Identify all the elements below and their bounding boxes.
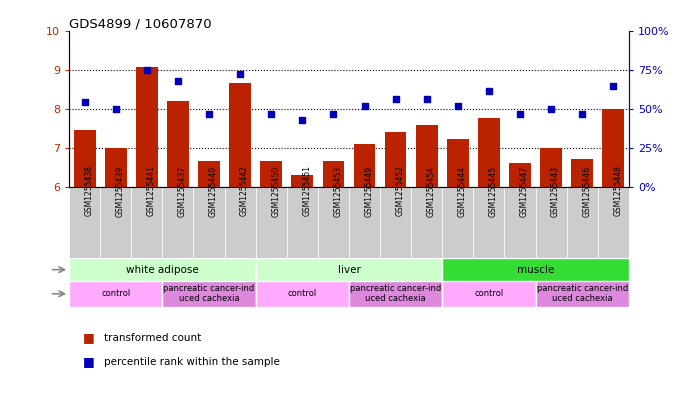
Bar [536,187,567,258]
Bar [256,281,349,307]
Bar [473,187,504,258]
Bar [447,139,468,187]
Text: GSM1255454: GSM1255454 [426,165,436,217]
Bar [411,187,442,258]
Bar [105,148,126,187]
Bar [69,258,256,281]
Text: percentile rank within the sample: percentile rank within the sample [104,356,280,367]
Text: white adipose: white adipose [126,264,199,275]
Bar [292,175,313,187]
Bar [349,187,380,258]
Point [265,111,276,117]
Bar [69,187,100,258]
Bar [504,187,536,258]
Bar [323,161,344,187]
Text: ■: ■ [83,331,95,345]
Text: GSM1255438: GSM1255438 [84,165,94,217]
Point [514,111,525,117]
Text: GSM1255440: GSM1255440 [209,165,218,217]
Bar [100,187,131,258]
Point [576,111,587,117]
Bar [385,132,406,187]
Text: GSM1255448: GSM1255448 [614,165,623,217]
Bar [318,187,349,258]
Bar [571,159,593,187]
Text: GSM1255451: GSM1255451 [302,165,312,217]
Bar [162,281,256,307]
Point [328,111,339,117]
Text: pancreatic cancer-ind
uced cachexia: pancreatic cancer-ind uced cachexia [536,284,628,303]
Text: control: control [101,289,131,298]
Bar [131,187,162,258]
Bar [509,163,531,187]
Bar [442,281,536,307]
Bar [256,187,287,258]
Point [173,78,184,84]
Bar [536,281,629,307]
Point [390,95,401,102]
Point [141,67,152,73]
Point [296,117,307,123]
Point [359,103,370,110]
Text: transformed count: transformed count [104,333,201,343]
Bar [287,187,318,258]
Bar [261,161,282,187]
Point [79,99,90,105]
Text: liver: liver [337,264,361,275]
Bar [540,148,562,187]
Text: GSM1255445: GSM1255445 [489,165,498,217]
Bar [567,187,598,258]
Text: GSM1255437: GSM1255437 [178,165,187,217]
Point [484,88,495,94]
Point [111,106,122,112]
Text: ■: ■ [83,355,95,368]
Text: GSM1255444: GSM1255444 [457,165,467,217]
Point [421,95,433,102]
Bar [198,161,220,187]
Text: GSM1255450: GSM1255450 [271,165,281,217]
Bar [162,187,193,258]
Bar [354,144,375,187]
Text: GSM1255453: GSM1255453 [333,165,343,217]
Point [608,83,619,89]
Bar [167,101,189,187]
Text: GDS4899 / 10607870: GDS4899 / 10607870 [69,17,211,30]
Bar [136,67,158,187]
Point [452,103,463,110]
Bar [349,281,442,307]
Text: control: control [474,289,504,298]
Bar [256,258,442,281]
Text: GSM1255439: GSM1255439 [116,165,125,217]
Point [234,70,246,77]
Bar [442,187,473,258]
Point [545,106,556,112]
Text: muscle: muscle [517,264,554,275]
Bar [380,187,411,258]
Text: GSM1255442: GSM1255442 [240,165,249,217]
Bar [442,258,629,281]
Text: GSM1255449: GSM1255449 [365,165,374,217]
Text: pancreatic cancer-ind
uced cachexia: pancreatic cancer-ind uced cachexia [350,284,442,303]
Text: GSM1255441: GSM1255441 [146,165,156,217]
Text: control: control [287,289,317,298]
Text: GSM1255452: GSM1255452 [395,165,405,217]
Text: GSM1255443: GSM1255443 [551,165,560,217]
Bar [598,187,629,258]
Bar [478,118,500,187]
Bar [225,187,256,258]
Bar [229,83,251,187]
Bar [69,281,162,307]
Bar [603,108,624,187]
Text: GSM1255447: GSM1255447 [520,165,529,217]
Text: pancreatic cancer-ind
uced cachexia: pancreatic cancer-ind uced cachexia [163,284,255,303]
Bar [416,125,437,187]
Bar [193,187,225,258]
Bar [74,130,95,187]
Text: GSM1255446: GSM1255446 [582,165,591,217]
Point [203,111,214,117]
